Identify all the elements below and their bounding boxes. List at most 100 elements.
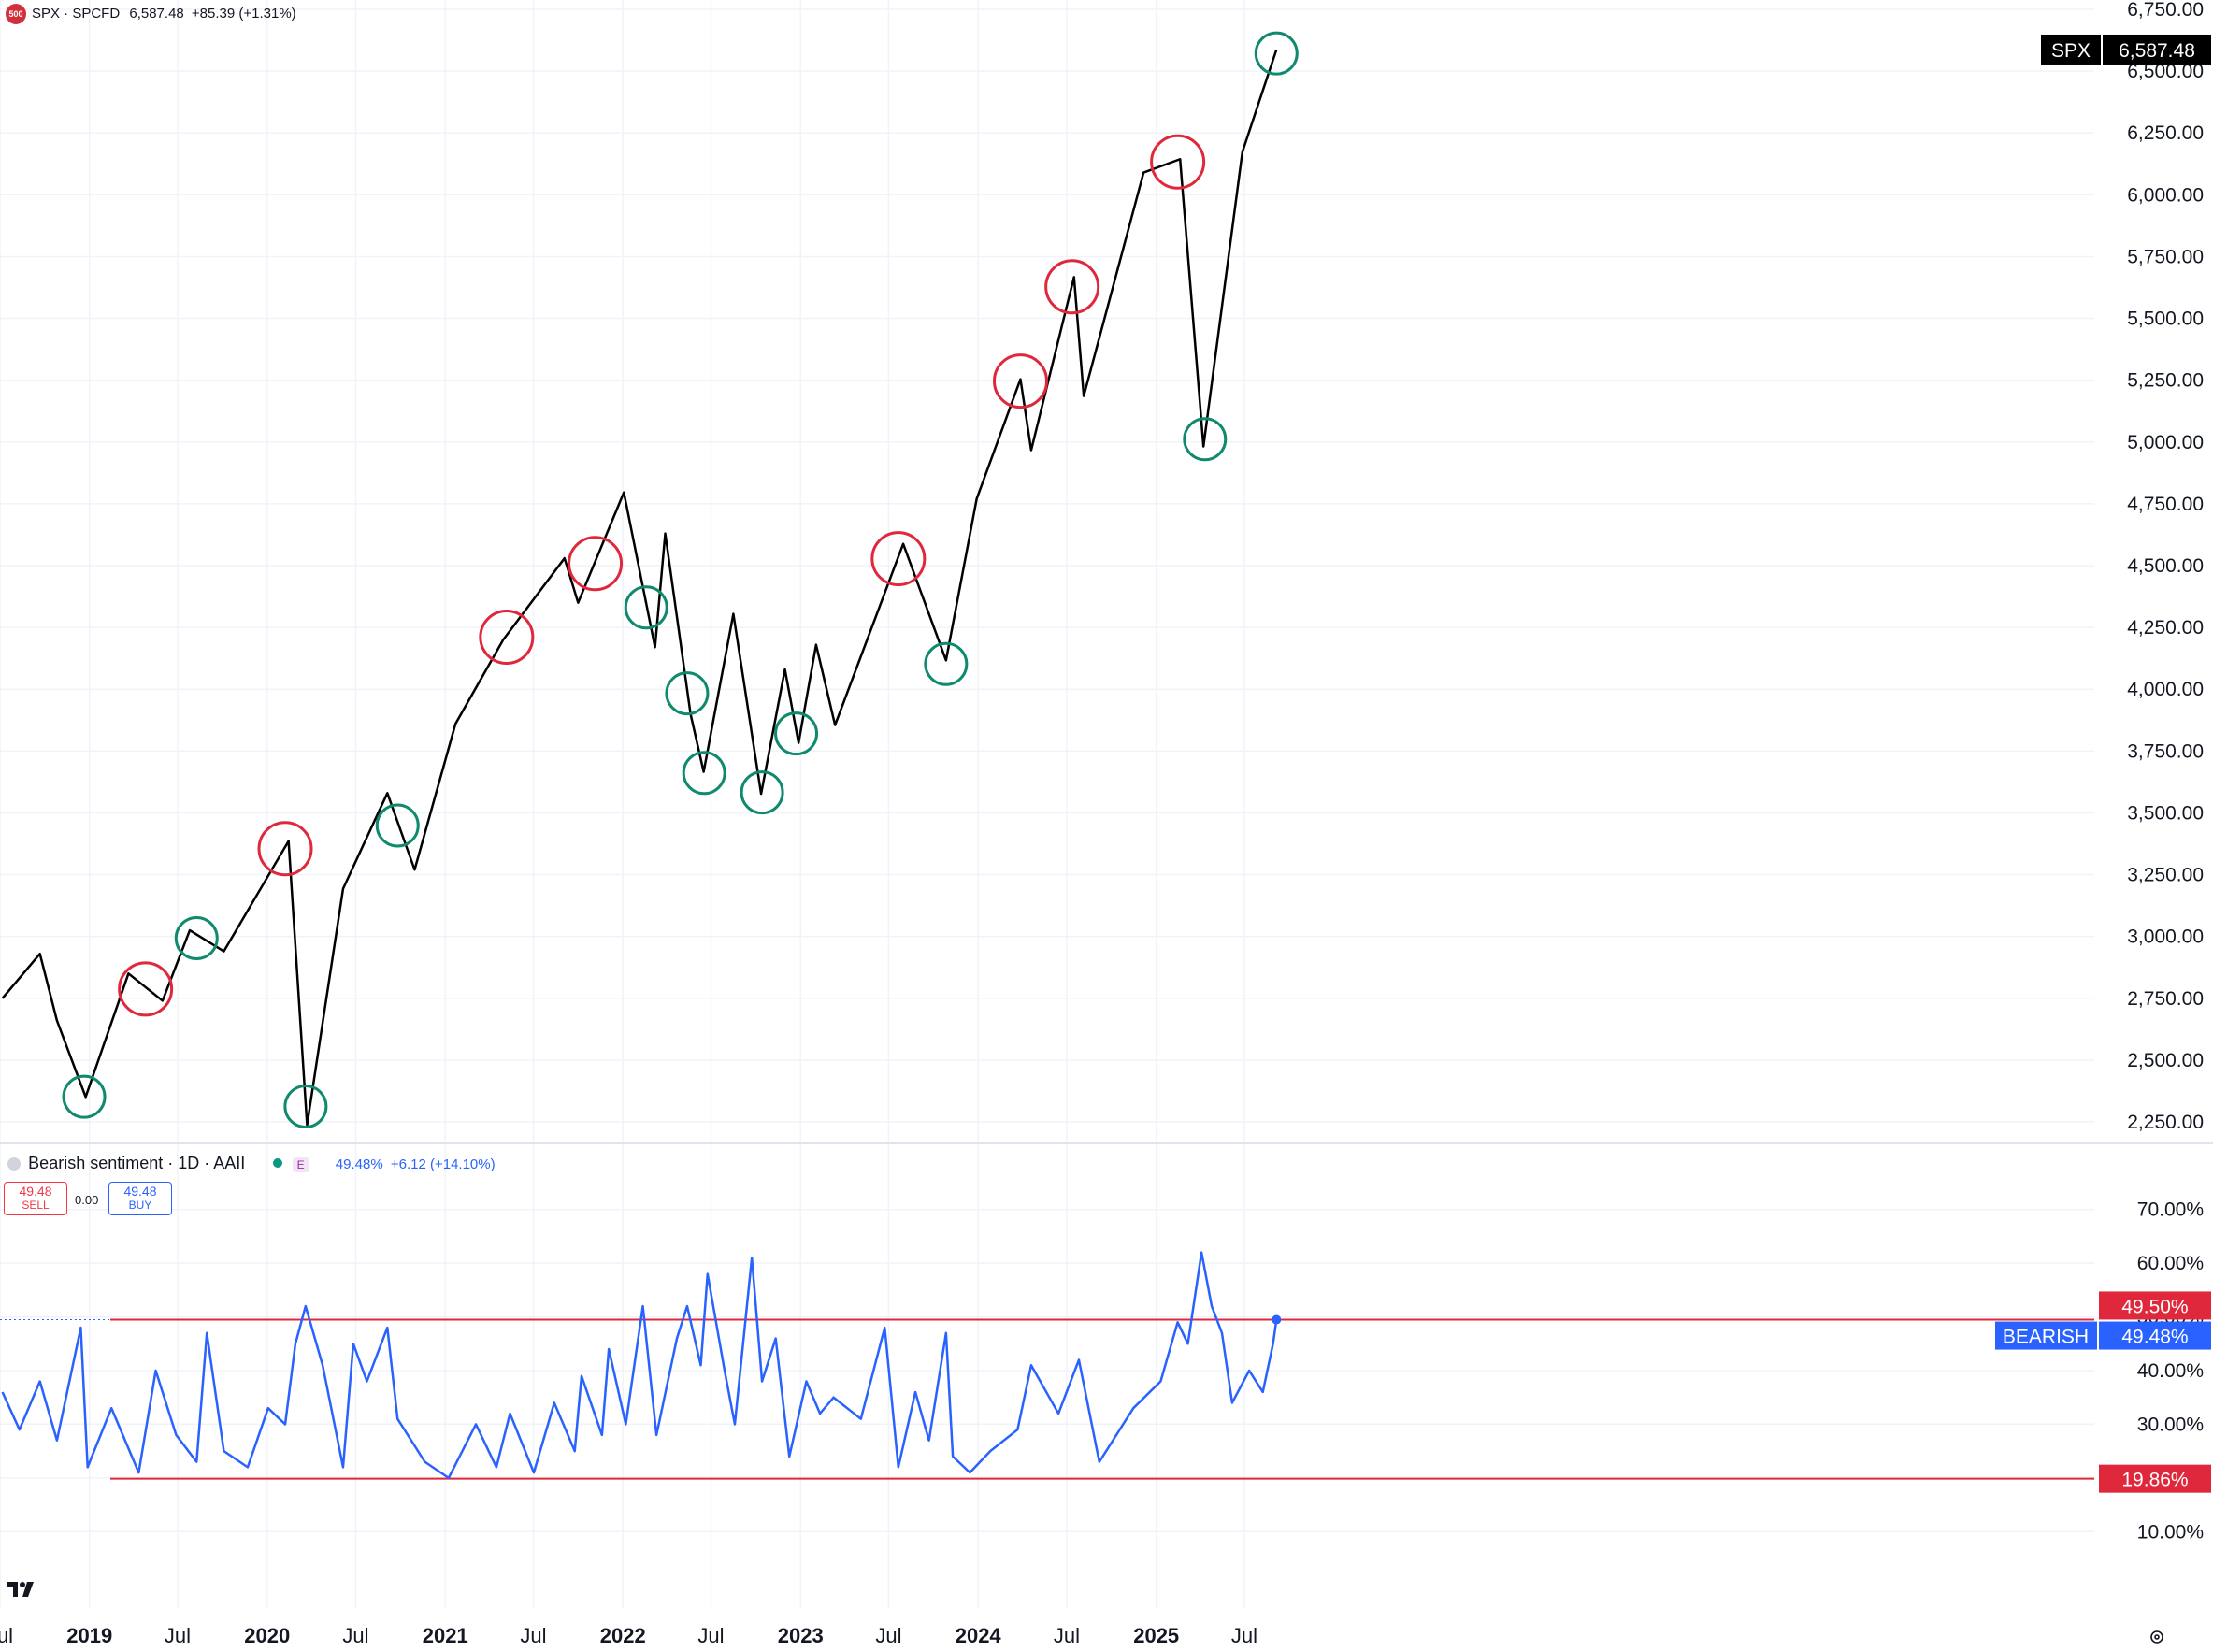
sentiment-tick-label: 10.00% (2137, 1521, 2204, 1543)
tradingview-logo-icon[interactable] (7, 1580, 41, 1599)
x-tick-label: 2021 (423, 1624, 468, 1647)
symbol-legend[interactable]: SPX · SPCFD 6,587.48 +85.39 (+1.31%) (32, 6, 296, 22)
top-signal-circle (992, 353, 1048, 409)
earnings-badge: E (292, 1157, 309, 1172)
buy-button[interactable]: 49.48 BUY (108, 1182, 172, 1215)
x-tick-label: Jul (875, 1624, 901, 1647)
x-tick-label: Jul (342, 1624, 368, 1647)
spx-price-line (1, 49, 1278, 1127)
x-tick-label: Jul (697, 1624, 724, 1647)
index-logo: 500 (6, 4, 26, 24)
symbol-price: 6,587.48 (129, 6, 184, 22)
top-signal-circle (870, 531, 927, 587)
upper-badge-value: 49.50% (2121, 1296, 2188, 1317)
indicator-title: Bearish sentiment · 1D · AAII (28, 1154, 246, 1172)
top-signal-circle (479, 609, 535, 665)
price-tick-label: 6,750.00 (2127, 0, 2204, 21)
grid-lines (0, 0, 2094, 1608)
current-badge-value: 49.48% (2121, 1327, 2188, 1348)
price-badge-value-bg (2103, 34, 2211, 65)
x-tick-label: 2019 (66, 1624, 112, 1647)
price-tick-label: 6,000.00 (2127, 184, 2204, 206)
price-pane (1, 31, 1299, 1128)
price-badge: SPX 6,587.48 (2041, 34, 2211, 65)
indicator-legend[interactable]: Bearish sentiment · 1D · AAII E 49.48% +… (7, 1154, 496, 1173)
sentiment-pane (0, 1251, 2094, 1480)
bottom-signal-circle (62, 1074, 107, 1119)
x-tick-label: Jul (165, 1624, 191, 1647)
x-tick-label: 2024 (956, 1624, 1002, 1647)
price-tick-label: 4,000.00 (2127, 679, 2204, 700)
current-value-badge: BEARISH 49.48% (1995, 1321, 2211, 1350)
settings-icon[interactable] (2148, 1629, 2165, 1645)
current-badge-label-bg (1995, 1321, 2097, 1350)
price-badge-value: 6,587.48 (2119, 40, 2195, 62)
x-tick-label: 2023 (778, 1624, 824, 1647)
bottom-signal-circle (774, 711, 819, 756)
bottom-signal-circle (624, 585, 668, 630)
price-tick-label: 4,250.00 (2127, 617, 2204, 639)
price-tick-label: 2,750.00 (2127, 988, 2204, 1010)
price-tick-label: 4,500.00 (2127, 555, 2204, 577)
bottom-signal-circle (174, 916, 219, 961)
current-badge-label: BEARISH (2003, 1327, 2089, 1348)
price-tick-label: 5,750.00 (2127, 246, 2204, 267)
x-tick-label: Jul (0, 1624, 13, 1647)
bottom-signal-circle (283, 1084, 328, 1128)
upper-badge-bg (2099, 1291, 2211, 1320)
top-signal-circle (118, 961, 174, 1017)
lower-badge-value: 19.86% (2121, 1470, 2188, 1491)
sell-button[interactable]: 49.48 SELL (4, 1182, 67, 1215)
price-tick-label: 6,500.00 (2127, 61, 2204, 82)
price-tick-label: 6,250.00 (2127, 122, 2204, 144)
bottom-signal-circle (375, 803, 420, 848)
top-signal-circle (1150, 134, 1206, 190)
price-badge-symbol: SPX (2051, 40, 2091, 62)
sell-label: SELL (22, 1199, 50, 1212)
x-tick-label: Jul (1054, 1624, 1080, 1647)
price-badge-symbol-bg (2041, 34, 2101, 65)
symbol-change: +85.39 (+1.31%) (191, 6, 296, 22)
spread-value: 0.00 (75, 1193, 99, 1207)
price-tick-label: 3,750.00 (2127, 740, 2204, 762)
sentiment-tick-label: 40.00% (2137, 1360, 2204, 1382)
price-tick-label: 5,000.00 (2127, 432, 2204, 453)
x-tick-label: 2025 (1133, 1624, 1179, 1647)
buy-label: BUY (128, 1199, 152, 1212)
bearish-sentiment-line (1, 1251, 1278, 1480)
buy-value: 49.48 (123, 1184, 157, 1199)
top-signal-circle (568, 536, 624, 592)
symbol-name: SPX · SPCFD (32, 6, 121, 22)
x-tick-label: Jul (520, 1624, 546, 1647)
sentiment-tick-label: 30.00% (2137, 1414, 2204, 1435)
price-tick-label: 2,500.00 (2127, 1050, 2204, 1071)
indicator-change: +6.12 (+14.10%) (390, 1156, 496, 1172)
price-tick-label: 3,000.00 (2127, 927, 2204, 948)
price-tick-label: 2,250.00 (2127, 1112, 2204, 1133)
bottom-signal-circle (665, 671, 710, 716)
bottom-signal-circle (740, 770, 784, 815)
bottom-signal-circle (682, 751, 726, 796)
top-signal-circle (1044, 259, 1100, 315)
bottom-signal-circle (1254, 31, 1299, 76)
sentiment-tick-label: 70.00% (2137, 1199, 2204, 1221)
last-value-dot (1272, 1314, 1282, 1325)
top-signal-circle (257, 821, 313, 877)
indicator-value: 49.48% (335, 1156, 383, 1172)
x-tick-label: 2022 (600, 1624, 646, 1647)
price-tick-label: 3,250.00 (2127, 865, 2204, 886)
bottom-signal-circle (924, 641, 969, 686)
price-tick-label: 5,250.00 (2127, 370, 2204, 392)
lower-threshold-badge: 19.86% (2099, 1464, 2211, 1493)
x-tick-label: 2020 (244, 1624, 290, 1647)
status-dot-icon (273, 1158, 283, 1168)
upper-threshold-badge: 49.50% (2099, 1291, 2211, 1320)
lower-badge-bg (2099, 1464, 2211, 1493)
sell-value: 49.48 (19, 1184, 52, 1199)
bottom-signal-circle (1183, 417, 1228, 462)
current-badge-value-bg (2099, 1321, 2211, 1350)
price-tick-label: 3,500.00 (2127, 802, 2204, 824)
price-tick-label: 4,750.00 (2127, 494, 2204, 515)
